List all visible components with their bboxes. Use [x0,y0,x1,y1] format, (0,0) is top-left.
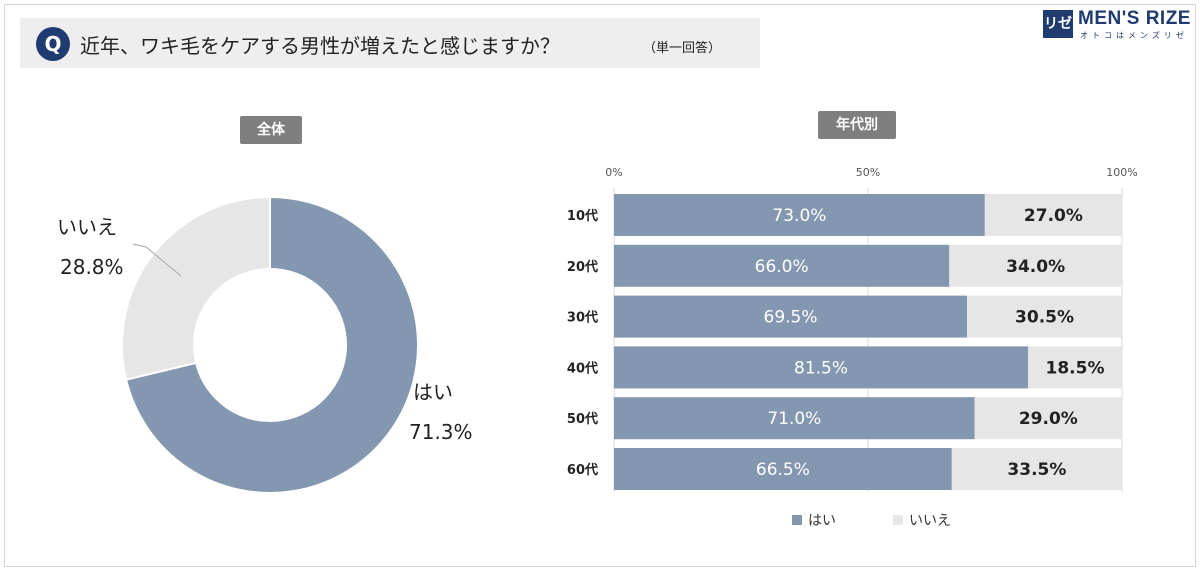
data-label-no: 18.5% [1046,358,1105,378]
data-label-yes: 71.0% [767,409,821,429]
data-label-yes: 66.0% [755,257,809,277]
brand-logo-icon: リゼ [1043,10,1073,38]
donut-slice-yes [124,195,419,494]
bar-segment-no [1028,346,1122,389]
bar-segment-yes [614,295,968,338]
brand-name: MEN'S RIZE [1078,8,1191,29]
category-label: 40代 [567,360,598,376]
bar-segment-yes [614,397,975,440]
donut-label-no-value: 28.8% [60,255,124,279]
bar-segment-yes [614,244,950,287]
bar-segment-yes [614,194,985,236]
bar-chart-title: 年代別 [818,111,896,139]
donut-label-no-name: いいえ [57,215,117,239]
data-label-no: 30.5% [1015,308,1074,328]
category-label: 20代 [567,259,598,275]
chart-frame [4,4,1196,567]
question-text: 近年、ワキ毛をケアする男性が増えたと感じますか？ [80,34,560,58]
legend-item-no: いいえ [893,510,951,530]
bar-segment-no [951,448,1122,490]
legend-item-yes: はい [792,510,836,530]
question-bar [20,18,760,68]
legend-swatch-no [893,515,903,525]
bar-segment-no [949,244,1122,287]
bar-segment-no [984,194,1122,236]
category-label: 50代 [567,411,598,427]
bar-segment-yes [614,346,1029,389]
data-label-yes: 73.0% [772,206,826,226]
data-label-no: 34.0% [1006,257,1065,277]
legend-label-no: いいえ [909,513,951,529]
data-label-yes: 81.5% [794,358,848,378]
data-label-yes: 69.5% [764,308,818,328]
x-tick-label: 0% [605,166,622,179]
x-tick-label: 100% [1106,166,1137,179]
data-label-no: 33.5% [1007,460,1066,480]
donut-leader-line-no [132,243,182,277]
donut-chart-title: 全体 [240,116,302,144]
donut-label-yes-value: 71.3% [409,420,473,444]
legend-label-yes: はい [808,513,836,529]
category-label: 60代 [567,462,598,478]
donut-slice-no [121,195,271,381]
donut-label-yes-name: はい [413,380,453,404]
bar-segment-no [967,295,1122,338]
question-badge: Q [36,27,70,61]
data-label-no: 27.0% [1024,206,1083,226]
category-label: 10代 [567,208,598,224]
bar-segment-yes [614,448,952,490]
x-tick-label: 50% [856,166,880,179]
data-label-no: 29.0% [1019,409,1078,429]
data-label-yes: 66.5% [756,460,810,480]
question-note: （単一回答） [643,41,722,56]
brand-tagline: オトコはメンズリゼ [1080,31,1188,40]
bar-segment-no [974,397,1122,440]
category-label: 30代 [567,310,598,326]
legend-swatch-yes [792,515,802,525]
